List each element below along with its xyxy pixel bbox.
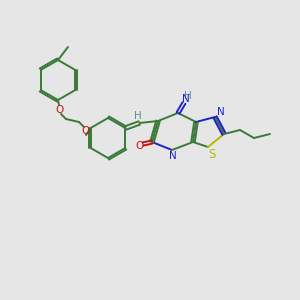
Text: H: H <box>184 91 192 101</box>
Text: N: N <box>217 107 225 117</box>
Text: N: N <box>169 151 177 161</box>
Text: H: H <box>134 111 142 121</box>
Text: O: O <box>56 105 64 115</box>
Text: O: O <box>81 126 89 136</box>
Text: S: S <box>208 148 216 160</box>
Text: O: O <box>136 141 144 151</box>
Text: N: N <box>182 94 190 104</box>
